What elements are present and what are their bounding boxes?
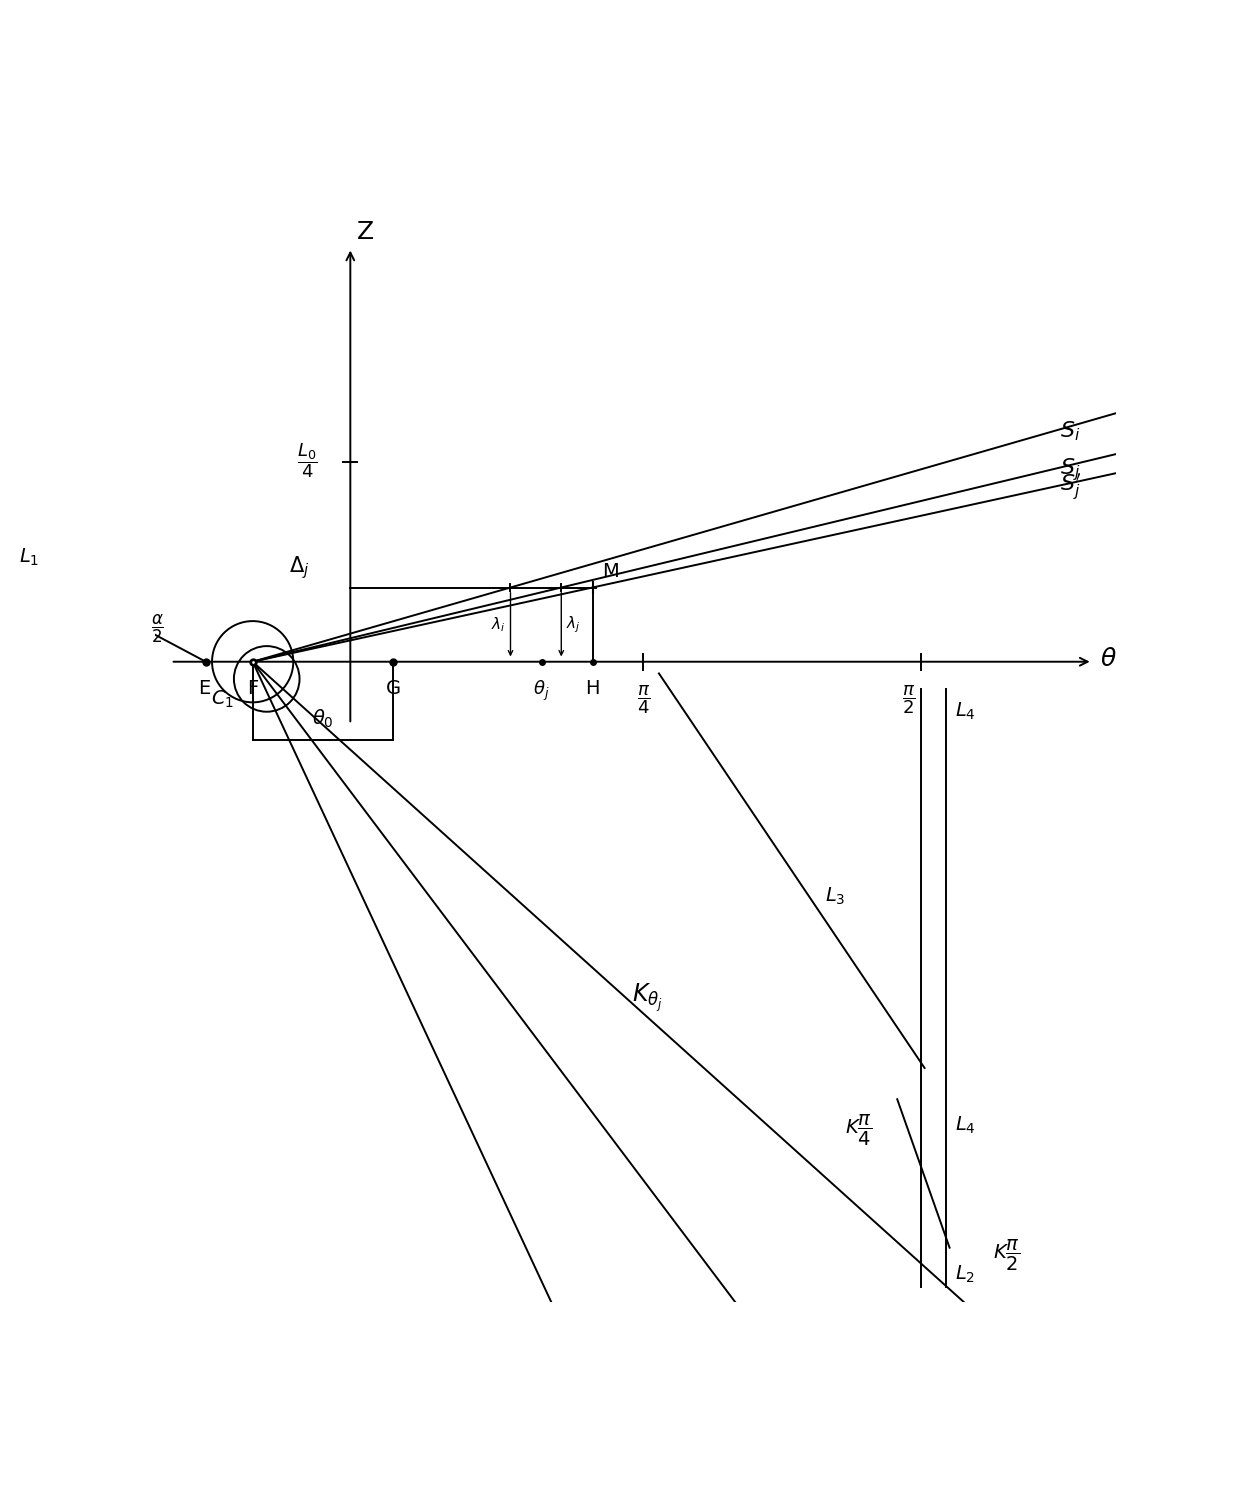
Text: H: H: [585, 679, 600, 699]
Text: $\dfrac{\pi}{4}$: $\dfrac{\pi}{4}$: [636, 684, 650, 717]
Text: $\lambda_j$: $\lambda_j$: [565, 615, 580, 634]
Text: $L_4$: $L_4$: [955, 1115, 976, 1135]
Text: $\theta_0$: $\theta_0$: [312, 708, 334, 730]
Text: $\Delta_j$: $\Delta_j$: [289, 555, 310, 582]
Text: E: E: [198, 679, 211, 699]
Text: $L_3$: $L_3$: [825, 886, 844, 907]
Text: $\dfrac{L_0}{4}$: $\dfrac{L_0}{4}$: [298, 441, 317, 480]
Text: $S_j$: $S_j$: [1060, 456, 1080, 483]
Text: G: G: [386, 679, 401, 699]
Text: $S_i$: $S_i$: [1060, 419, 1080, 443]
Text: $S_j'$: $S_j'$: [1060, 471, 1081, 503]
Text: $K\dfrac{\pi}{2}$: $K\dfrac{\pi}{2}$: [993, 1239, 1021, 1273]
Text: $L_2$: $L_2$: [955, 1263, 975, 1285]
Text: Z: Z: [357, 220, 373, 244]
Text: $\theta$: $\theta$: [1100, 646, 1117, 670]
Text: F: F: [247, 679, 258, 699]
Text: $K\dfrac{\pi}{4}$: $K\dfrac{\pi}{4}$: [844, 1113, 872, 1147]
Text: $\lambda_i$: $\lambda_i$: [491, 615, 506, 634]
Text: $L_4$: $L_4$: [955, 700, 976, 723]
Text: $\dfrac{\pi}{2}$: $\dfrac{\pi}{2}$: [903, 684, 915, 717]
Text: $\dfrac{\alpha}{2}$: $\dfrac{\alpha}{2}$: [151, 613, 164, 645]
Text: $\theta_j$: $\theta_j$: [533, 679, 551, 703]
Text: $C_1$: $C_1$: [212, 688, 234, 711]
Text: $L_1$: $L_1$: [19, 546, 40, 568]
Text: M: M: [601, 562, 619, 582]
Text: $K_{\theta_j}$: $K_{\theta_j}$: [632, 981, 662, 1014]
